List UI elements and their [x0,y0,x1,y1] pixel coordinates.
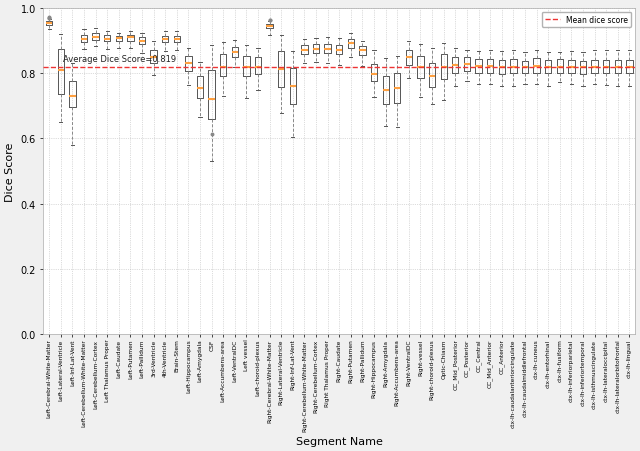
Y-axis label: Dice Score: Dice Score [5,142,15,202]
X-axis label: Segment Name: Segment Name [296,436,383,446]
Text: Average Dice Score=0.819: Average Dice Score=0.819 [63,55,176,64]
Legend: Mean dice score: Mean dice score [542,13,631,28]
